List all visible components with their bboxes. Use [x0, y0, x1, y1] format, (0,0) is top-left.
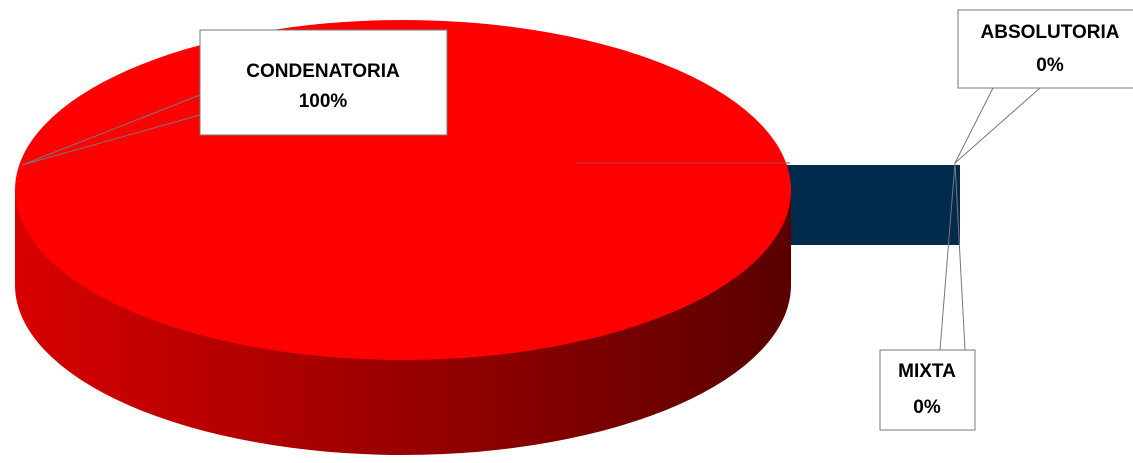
leader-line — [939, 162, 966, 351]
extrusion-artifact — [785, 165, 960, 245]
value-label: 0% — [913, 397, 941, 418]
label-box — [957, 9, 1133, 89]
category-label: MIXTA — [898, 361, 956, 382]
label-box — [879, 349, 976, 431]
category-label: CONDENATORIA — [246, 61, 400, 82]
value-label: 100% — [299, 91, 348, 112]
category-label: ABSOLUTORIA — [981, 22, 1120, 43]
value-label: 0% — [1036, 55, 1064, 76]
label-box — [199, 29, 448, 136]
leader-line — [954, 87, 1041, 164]
